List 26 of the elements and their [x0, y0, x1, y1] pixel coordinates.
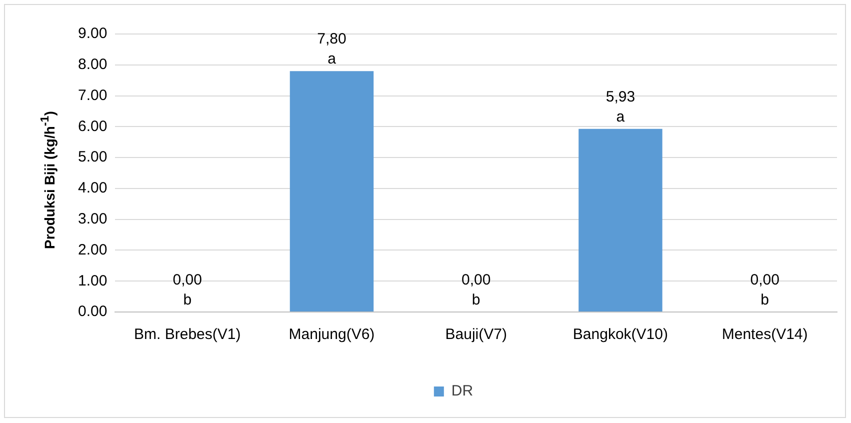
y-tick-label: 4.00 [78, 180, 108, 197]
annotation: b [760, 292, 769, 309]
y-tick-label: 5.00 [78, 148, 108, 166]
annotation: a [616, 108, 626, 126]
y-tick-label: 7.00 [78, 86, 108, 104]
annotation: b [472, 292, 480, 309]
y-tick-label: 6.00 [78, 118, 108, 135]
x-tick-label: Bm. Brebes(V1) [134, 326, 241, 344]
y-tick-label: 1.00 [78, 272, 108, 290]
x-tick-label: Bauji(V7) [445, 326, 507, 344]
x-tick-label: Bangkok(V10) [572, 326, 668, 344]
annotation: b [183, 292, 192, 309]
data-label: 5,93 [606, 88, 636, 106]
data-label: 7,80 [317, 30, 346, 48]
y-tick-label: 3.00 [78, 210, 108, 228]
x-tick-label: Manjung(V6) [288, 326, 375, 344]
y-tick-label: 2.00 [78, 241, 108, 258]
annotation: a [328, 50, 337, 68]
y-tick-label: 9.00 [78, 25, 108, 42]
data-label: 0,00 [461, 272, 491, 289]
y-tick-label: 8.00 [78, 56, 108, 74]
legend-label: DR [451, 382, 474, 400]
data-label: 0,00 [750, 272, 780, 289]
x-tick-label: Mentes(V14) [722, 326, 808, 344]
y-tick-label: 0.00 [78, 303, 108, 320]
data-label: 0,00 [172, 272, 202, 289]
